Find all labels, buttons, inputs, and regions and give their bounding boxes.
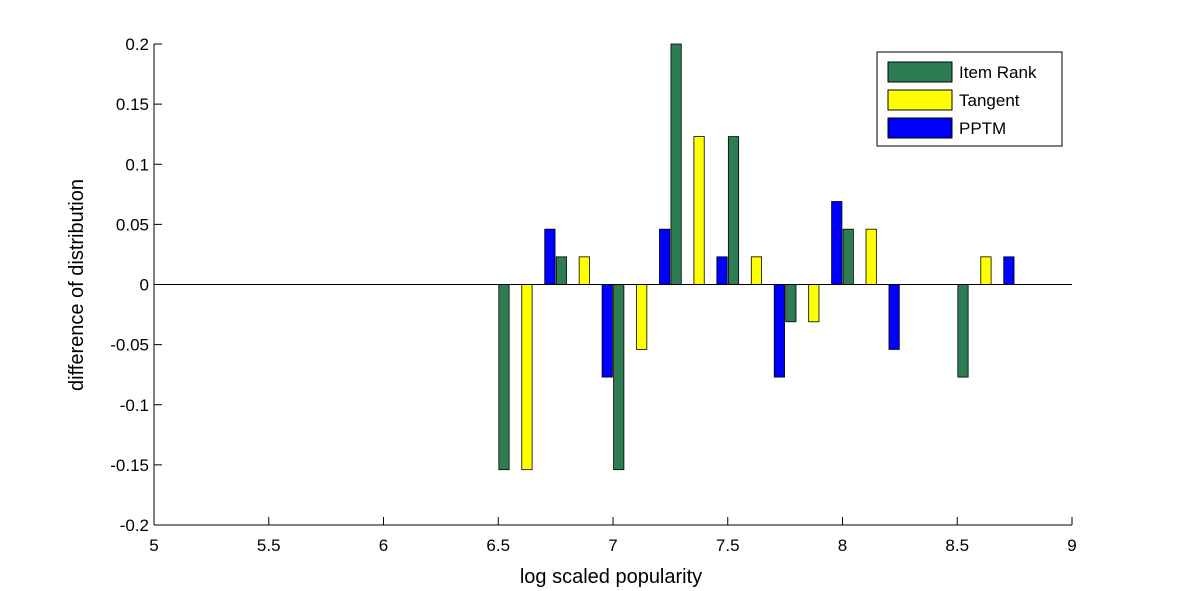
bar-item-rank-5 — [785, 284, 797, 323]
x-tick-label: 9 — [1067, 536, 1076, 555]
bar-tangent-0 — [521, 284, 533, 471]
axes-group: 5 5.5 6 6.5 7 7.5 8 8.5 9 -0.2 -0.15 -0.1 -0.05 0 0.05… — [110, 35, 1076, 555]
legend-label: PPTM — [959, 119, 1006, 138]
x-tick-label: 5 — [149, 536, 158, 555]
legend-swatch — [887, 117, 953, 139]
x-tick-label: 8.5 — [945, 536, 969, 555]
bar-tangent-3 — [693, 136, 705, 285]
y-tick-label: -0.15 — [110, 456, 149, 475]
x-tick-label: 8 — [838, 536, 847, 555]
x-tick-label: 5.5 — [257, 536, 281, 555]
legend-label: Tangent — [959, 91, 1020, 110]
bar-tangent-5 — [808, 284, 820, 323]
legend-swatch — [887, 89, 953, 111]
bar-tangent-6 — [865, 228, 877, 285]
x-tick-label: 7 — [608, 536, 617, 555]
bar-pptm-0 — [544, 228, 556, 285]
x-tick-label: 6 — [379, 536, 388, 555]
bar-item-rank-1 — [555, 256, 567, 285]
bar-pptm-4 — [773, 284, 785, 378]
y-tick-label: 0 — [140, 276, 149, 295]
y-tick-label: -0.1 — [120, 396, 149, 415]
bar-tangent-2 — [636, 284, 648, 350]
bar-item-rank-3 — [670, 43, 682, 285]
bar-pptm-7 — [1003, 256, 1015, 285]
bar-item-rank-6 — [842, 228, 854, 285]
y-tick-label: 0.15 — [116, 95, 149, 114]
bar-item-rank-7 — [957, 284, 969, 378]
bar-pptm-1 — [601, 284, 613, 378]
legend: Item Rank Tangent PPTM — [876, 51, 1063, 147]
y-tick-label: 0.2 — [125, 35, 149, 54]
bar-item-rank-2 — [613, 284, 625, 471]
y-tick-label: -0.2 — [120, 516, 149, 535]
y-tick-label: -0.05 — [110, 336, 149, 355]
bar-item-rank-0 — [498, 284, 510, 471]
bar-pptm-5 — [831, 201, 843, 285]
bar-pptm-6 — [888, 284, 900, 350]
y-tick-label: 0.05 — [116, 215, 149, 234]
bar-pptm-2 — [659, 228, 671, 285]
bar-pptm-3 — [716, 256, 728, 285]
legend-swatch — [887, 61, 953, 83]
bar-tangent-4 — [750, 256, 763, 285]
x-tick-label: 7.5 — [716, 536, 740, 555]
bar-tangent-7 — [980, 256, 992, 285]
bar-item-rank-4 — [727, 136, 740, 285]
x-tick-label: 6.5 — [486, 536, 510, 555]
y-axis-label: difference of distribution — [66, 179, 88, 391]
legend-label: Item Rank — [959, 63, 1037, 82]
y-tick-label: 0.1 — [125, 155, 149, 174]
x-axis-label: log scaled popularity — [520, 566, 702, 588]
bar-tangent-1 — [578, 256, 590, 285]
